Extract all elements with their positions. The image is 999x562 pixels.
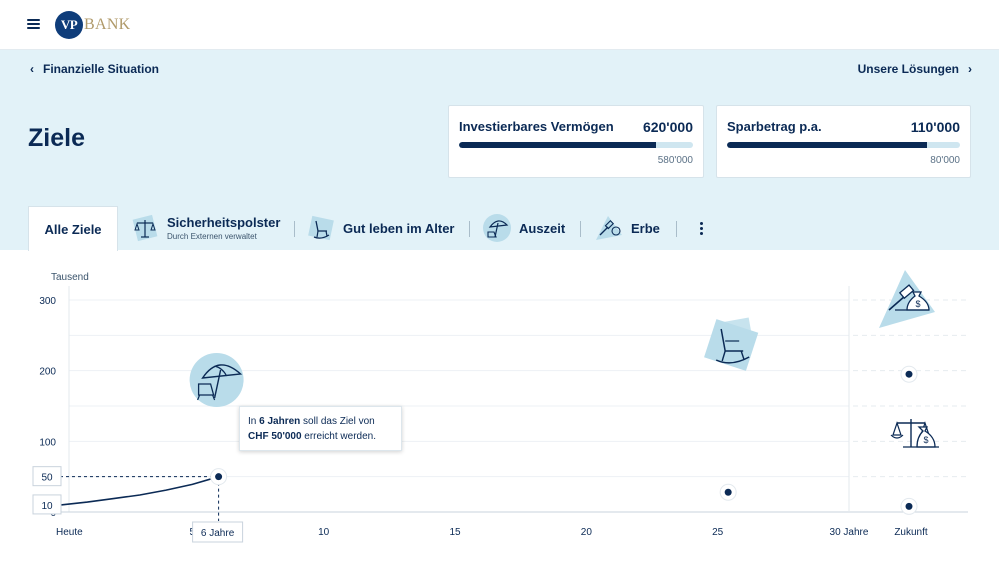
y-axis-label: Tausend bbox=[51, 272, 89, 283]
back-link[interactable]: ‹ Finanzielle Situation bbox=[30, 62, 159, 76]
svg-text:$: $ bbox=[923, 435, 928, 445]
tab-label: Sicherheitspolster bbox=[167, 215, 281, 230]
forward-link-label: Unsere Lösungen bbox=[857, 62, 959, 76]
more-vertical-icon[interactable] bbox=[695, 218, 707, 238]
forward-link[interactable]: Unsere Lösungen › bbox=[858, 62, 972, 76]
tab-divider bbox=[676, 221, 677, 237]
value-box-label: 50 bbox=[41, 473, 53, 484]
tab-label: Erbe bbox=[631, 220, 660, 236]
tab-label: Gut leben im Alter bbox=[343, 220, 455, 236]
tab-sublabel: Durch Externen verwaltet bbox=[167, 232, 257, 241]
tab-divider bbox=[469, 221, 470, 237]
marker-safety-cushion bbox=[905, 502, 913, 510]
beach-umbrella-icon bbox=[482, 213, 512, 243]
beach-umbrella-icon bbox=[189, 353, 244, 407]
x-tick-future: Zukunft bbox=[894, 527, 928, 538]
y-tick-label: 100 bbox=[39, 437, 56, 448]
tab-time-out[interactable]: Auszeit bbox=[482, 206, 565, 250]
tab-all-goals[interactable]: Alle Ziele bbox=[28, 206, 118, 251]
series-line bbox=[60, 475, 219, 506]
x-tick-label: 15 bbox=[449, 527, 461, 538]
tab-divider bbox=[580, 221, 581, 237]
tooltip-text-3: erreicht werden. bbox=[301, 431, 376, 442]
gavel-moneybag-icon bbox=[594, 213, 624, 243]
progress-fill bbox=[459, 142, 656, 148]
y-tick-label: 200 bbox=[39, 367, 56, 378]
x-box-label: 6 Jahre bbox=[201, 528, 235, 539]
rocking-chair-icon bbox=[704, 317, 759, 371]
y-tick-label: 300 bbox=[39, 296, 56, 307]
card-value: 110'000 bbox=[910, 119, 960, 135]
tooltip-text-1: In bbox=[248, 416, 260, 427]
value-box bbox=[32, 494, 62, 515]
card-label: Sparbetrag p.a. bbox=[727, 119, 822, 134]
tooltip-years: 6 Jahren bbox=[259, 416, 301, 427]
savings-rate-card[interactable]: Sparbetrag p.a. 110'000 80'000 bbox=[716, 105, 971, 178]
tab-divider bbox=[294, 221, 295, 237]
tab-label: Auszeit bbox=[519, 220, 566, 236]
hero-section: ‹ Finanzielle Situation Unsere Lösungen … bbox=[0, 50, 999, 251]
scales-money-icon bbox=[130, 213, 160, 243]
tooltip-text-2: soll das Ziel von bbox=[300, 416, 375, 427]
vp-bank-logo[interactable]: VP BANK bbox=[55, 11, 131, 39]
progress-track bbox=[727, 142, 960, 148]
x-tick-label: 30 Jahre bbox=[830, 527, 869, 538]
tab-inheritance[interactable]: Erbe bbox=[594, 206, 660, 250]
investable-assets-card[interactable]: Investierbares Vermögen 620'000 580'000 bbox=[448, 105, 704, 178]
card-subvalue: 80'000 bbox=[930, 155, 960, 166]
card-value: 620'000 bbox=[642, 119, 693, 135]
tab-safety-cushion[interactable]: Sicherheitspolster Durch Externen verwal… bbox=[130, 206, 280, 250]
marker-inheritance bbox=[905, 370, 913, 378]
tooltip-amount: CHF 50'000 bbox=[248, 431, 302, 442]
hamburger-icon[interactable] bbox=[27, 19, 40, 29]
progress-track bbox=[459, 142, 693, 148]
goals-chart-svg: Tausend0100200300Heute51015202530 JahreZ… bbox=[32, 270, 968, 543]
x-tick-label: 20 bbox=[581, 527, 593, 538]
tab-live-well-retirement[interactable]: Gut leben im Alter bbox=[306, 206, 454, 250]
x-tick-label: Heute bbox=[56, 527, 83, 538]
goal-tooltip: In 6 Jahren soll das Ziel von CHF 50'000… bbox=[239, 406, 402, 451]
goal-tabs: Alle Ziele Sicherheitspolster Durch Exte… bbox=[0, 206, 999, 251]
x-box bbox=[192, 521, 244, 543]
card-subvalue: 580'000 bbox=[657, 155, 693, 166]
chevron-right-icon: › bbox=[968, 62, 972, 76]
logo-badge: VP bbox=[55, 11, 83, 39]
marker-time-out bbox=[215, 473, 223, 481]
value-box-label: 10 bbox=[41, 501, 53, 512]
chevron-left-icon: ‹ bbox=[30, 62, 34, 76]
back-link-label: Finanzielle Situation bbox=[43, 62, 160, 76]
page-title: Ziele bbox=[28, 124, 85, 152]
marker-retirement bbox=[724, 488, 732, 496]
goals-chart: Tausend0100200300Heute51015202530 JahreZ… bbox=[0, 250, 999, 562]
top-bar: VP BANK bbox=[0, 0, 999, 50]
x-tick-label: 10 bbox=[318, 527, 330, 538]
value-box bbox=[32, 466, 62, 487]
rocking-chair-icon bbox=[306, 213, 336, 243]
card-label: Investierbares Vermögen bbox=[459, 119, 614, 134]
logo-word: BANK bbox=[84, 16, 131, 33]
svg-text:$: $ bbox=[915, 299, 920, 309]
x-tick-label: 25 bbox=[712, 527, 724, 538]
scales-money-icon: $ bbox=[890, 419, 939, 448]
gavel-moneybag-icon: $ bbox=[879, 270, 935, 328]
progress-fill bbox=[727, 142, 928, 148]
